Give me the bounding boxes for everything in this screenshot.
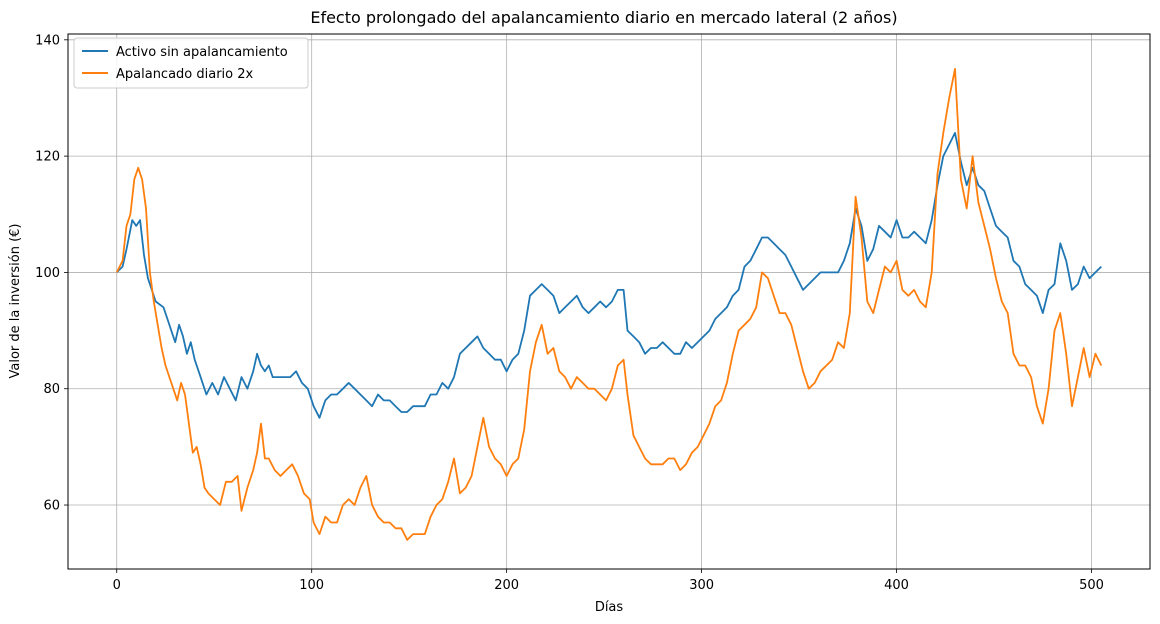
legend-box [73,37,309,89]
legend-entry-apalancado: Apalancado diario 2x [116,67,254,82]
y-tick-label: 80 [43,382,60,397]
x-tick-label: 300 [689,578,714,593]
x-tick-label: 400 [884,578,909,593]
x-axis-label: Días [595,600,624,615]
plot-frame [67,33,1151,570]
x-tick-label: 100 [299,578,324,593]
y-axis-label: Valor de la inversión (€) [8,224,23,379]
x-tick-label: 500 [1079,578,1104,593]
chart-title: Efecto prolongado del apalancamiento dia… [310,8,897,27]
y-tick-label: 100 [35,266,60,281]
series-lines [115,68,1103,541]
y-axis-ticks: 60 80 100 120 140 [35,33,68,514]
x-tick-label: 0 [113,578,121,593]
y-tick-label: 60 [43,499,60,514]
y-tick-label: 120 [35,150,60,165]
y-tick-label: 140 [35,33,60,48]
series-line-activo [116,132,1102,419]
grid [68,34,1150,569]
series-line-apalancado [115,68,1103,541]
x-tick-label: 200 [494,578,519,593]
legend: Activo sin apalancamiento Apalancado dia… [73,37,309,89]
x-axis-ticks: 0 100 200 300 400 500 [113,569,1104,593]
legend-entry-activo: Activo sin apalancamiento [116,45,288,60]
